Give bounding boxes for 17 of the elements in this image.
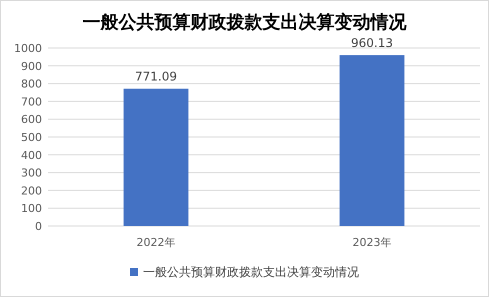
x-tick-label: 2023年	[352, 236, 392, 249]
y-tick-label: 900	[21, 60, 42, 73]
y-tick-label: 200	[21, 184, 42, 198]
y-tick-label: 300	[21, 166, 42, 180]
data-label: 960.13	[351, 36, 393, 50]
chart-title: 一般公共预算财政拨款支出决算变动情况	[82, 12, 408, 33]
y-tick-label: 1000	[14, 42, 42, 55]
x-tick-label: 2022年	[136, 236, 176, 249]
y-tick-label: 400	[21, 148, 42, 162]
y-tick-label: 0	[35, 220, 42, 233]
y-tick-label: 700	[21, 95, 42, 108]
y-tick-label: 500	[21, 131, 42, 144]
legend-label: 一般公共预算财政拨款支出决算变动情况	[143, 265, 359, 279]
y-tick-label: 100	[21, 202, 42, 216]
data-label: 771.09	[135, 70, 177, 84]
y-tick-label: 800	[21, 78, 42, 91]
y-tick-label: 600	[21, 113, 42, 126]
